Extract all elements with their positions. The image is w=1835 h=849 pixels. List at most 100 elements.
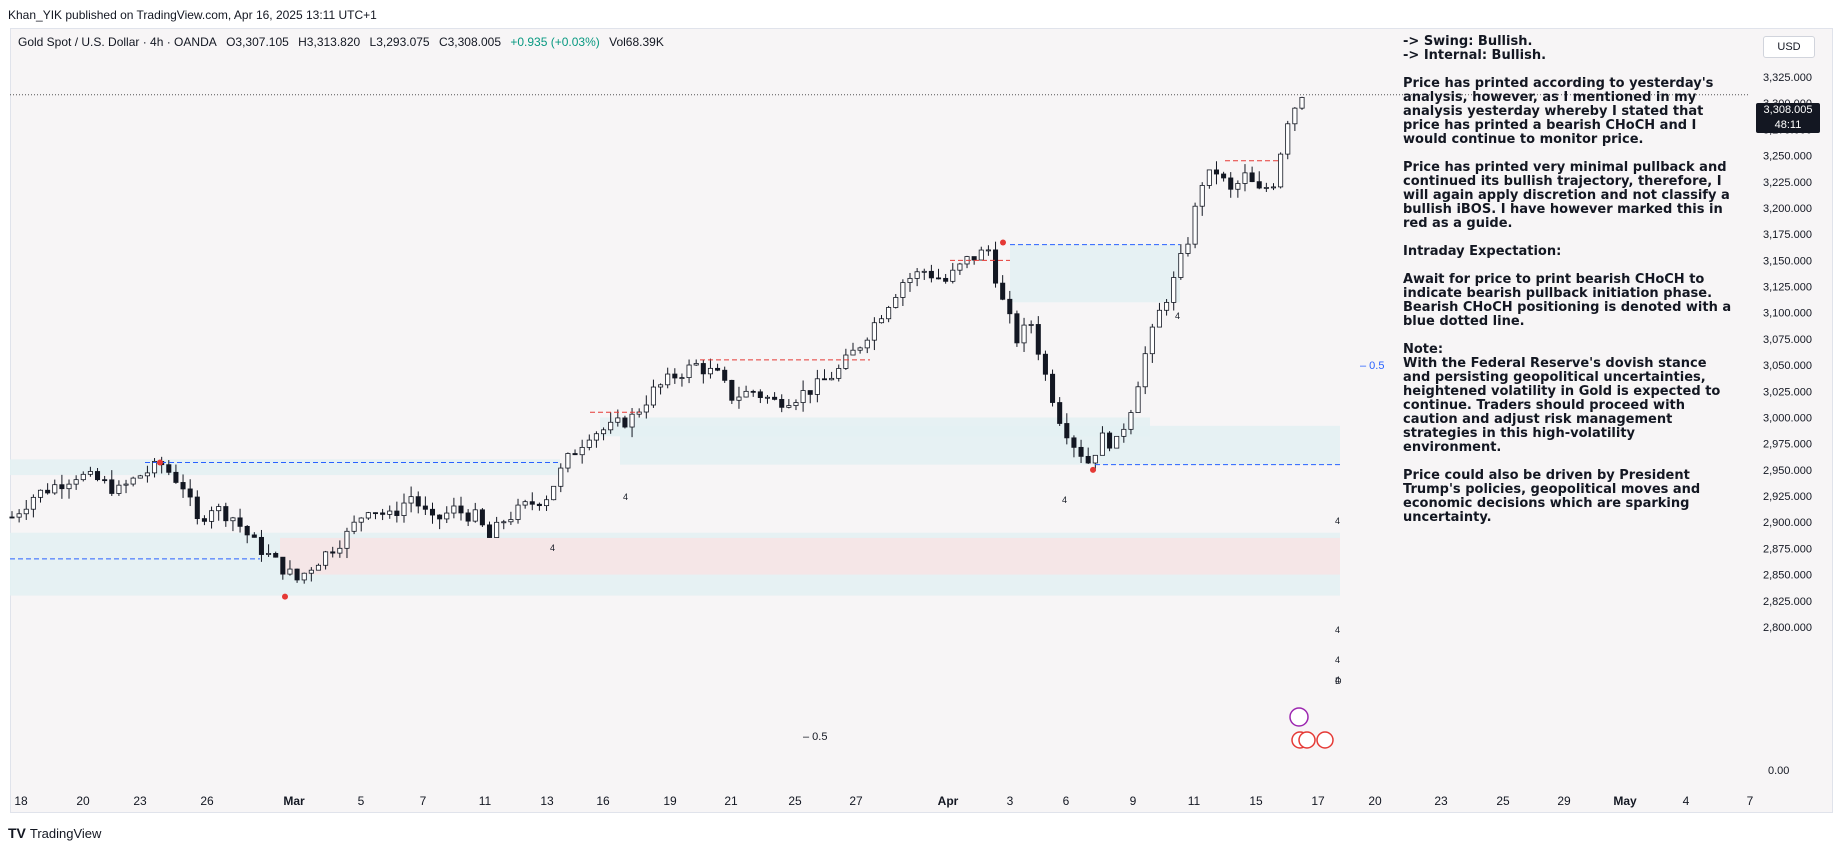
symbol-name[interactable]: Gold Spot / U.S. Dollar · 4h · OANDA <box>18 35 217 49</box>
candle[interactable] <box>137 475 143 479</box>
candle[interactable] <box>1235 183 1241 190</box>
candle[interactable] <box>536 503 542 507</box>
candle[interactable] <box>308 569 314 574</box>
candle[interactable] <box>1135 386 1141 413</box>
candle[interactable] <box>736 396 742 401</box>
candle[interactable] <box>985 249 991 252</box>
candle[interactable] <box>330 551 336 554</box>
candle[interactable] <box>315 564 321 571</box>
candle[interactable] <box>878 318 885 324</box>
candle[interactable] <box>515 504 521 520</box>
candle[interactable] <box>1242 172 1248 184</box>
candle[interactable] <box>94 471 101 481</box>
candle[interactable] <box>814 378 820 395</box>
candle[interactable] <box>1213 169 1220 175</box>
candle[interactable] <box>943 277 949 282</box>
candle[interactable] <box>344 530 350 549</box>
candle[interactable] <box>551 485 557 501</box>
candle[interactable] <box>529 501 535 505</box>
candle[interactable] <box>1007 298 1013 315</box>
candle[interactable] <box>1085 455 1091 464</box>
candle[interactable] <box>579 446 585 456</box>
candle[interactable] <box>266 553 272 555</box>
candle[interactable] <box>658 384 664 388</box>
candle[interactable] <box>772 396 778 400</box>
candle[interactable] <box>572 453 578 456</box>
candle[interactable] <box>650 386 656 406</box>
candle[interactable] <box>201 518 207 522</box>
candle[interactable] <box>886 307 892 320</box>
candle[interactable] <box>23 508 29 515</box>
candle[interactable] <box>836 368 842 379</box>
candle[interactable] <box>707 367 713 375</box>
candle[interactable] <box>914 271 920 279</box>
candle[interactable] <box>928 270 934 279</box>
candle[interactable] <box>593 433 599 441</box>
candle[interactable] <box>1057 402 1063 424</box>
candle[interactable] <box>715 367 721 371</box>
candle[interactable] <box>486 524 493 538</box>
candle[interactable] <box>1299 97 1305 109</box>
candle[interactable] <box>251 534 257 538</box>
candle[interactable] <box>950 269 956 282</box>
candle[interactable] <box>1164 302 1170 311</box>
candle[interactable] <box>1292 107 1298 125</box>
candle[interactable] <box>864 339 870 349</box>
candle[interactable] <box>187 488 193 498</box>
candle[interactable] <box>544 499 550 507</box>
candle[interactable] <box>30 496 36 510</box>
candle[interactable] <box>871 322 877 341</box>
candle[interactable] <box>173 471 179 483</box>
candle[interactable] <box>408 496 414 504</box>
candle[interactable] <box>9 516 15 519</box>
candle[interactable] <box>244 525 250 536</box>
candle[interactable] <box>294 568 300 581</box>
candle[interactable] <box>465 512 471 522</box>
candle[interactable] <box>372 512 379 515</box>
candle[interactable] <box>1099 432 1105 456</box>
candle[interactable] <box>59 484 65 490</box>
candle[interactable] <box>743 390 749 398</box>
candle[interactable] <box>1071 437 1077 448</box>
candle[interactable] <box>166 464 172 473</box>
candle[interactable] <box>1121 428 1127 437</box>
candle[interactable] <box>130 477 136 485</box>
candle[interactable] <box>807 390 813 395</box>
candle[interactable] <box>686 364 692 378</box>
candle[interactable] <box>258 536 264 555</box>
candle[interactable] <box>1078 446 1084 457</box>
candle[interactable] <box>757 391 763 398</box>
us-flag-event-icon[interactable] <box>1316 731 1334 749</box>
candle[interactable] <box>1192 205 1198 245</box>
candle[interactable] <box>679 377 685 379</box>
candle[interactable] <box>1014 313 1020 344</box>
candle[interactable] <box>209 510 215 522</box>
candle[interactable] <box>1128 412 1134 430</box>
candle[interactable] <box>144 472 150 477</box>
candle[interactable] <box>1206 169 1212 186</box>
candle[interactable] <box>301 572 307 581</box>
candle[interactable] <box>1114 435 1120 449</box>
candle[interactable] <box>722 369 728 381</box>
candle[interactable] <box>643 404 649 413</box>
candle[interactable] <box>1050 373 1056 403</box>
candle[interactable] <box>893 297 899 308</box>
candle[interactable] <box>472 509 478 522</box>
candle[interactable] <box>358 517 364 523</box>
candle[interactable] <box>935 277 942 280</box>
candle[interactable] <box>1256 181 1262 189</box>
candle[interactable] <box>216 506 222 512</box>
candle[interactable] <box>1021 324 1027 344</box>
candle[interactable] <box>109 479 115 494</box>
candle[interactable] <box>444 512 450 520</box>
candle[interactable] <box>1107 432 1113 449</box>
candle[interactable] <box>615 417 621 423</box>
candle[interactable] <box>16 513 22 518</box>
candle[interactable] <box>843 354 849 369</box>
candle[interactable] <box>479 509 485 526</box>
candle[interactable] <box>1092 454 1098 464</box>
candle[interactable] <box>66 483 72 490</box>
candle[interactable] <box>80 473 86 481</box>
candle[interactable] <box>451 505 457 514</box>
